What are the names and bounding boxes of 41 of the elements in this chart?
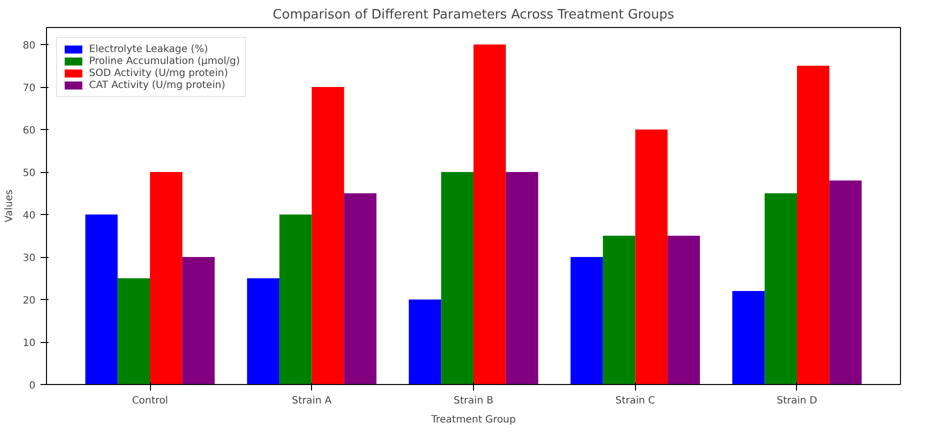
- legend-label: SOD Activity (U/mg protein): [89, 67, 228, 79]
- y-axis-title: Values: [4, 190, 15, 222]
- y-tick-label: 20: [22, 296, 36, 306]
- x-axis-title: Treatment Group: [430, 414, 516, 426]
- x-tick-label: Control: [132, 396, 168, 406]
- bar: [829, 180, 862, 384]
- y-tick-label: 40: [22, 210, 36, 222]
- legend-label: CAT Activity (U/mg protein): [89, 79, 226, 91]
- bar: [279, 214, 312, 384]
- y-tick-label: 50: [22, 168, 36, 179]
- bar: [441, 172, 474, 384]
- bar: [506, 172, 538, 384]
- y-tick-label: 10: [22, 338, 36, 349]
- bar: [732, 291, 765, 384]
- bar: [247, 278, 280, 384]
- legend-label: Electrolyte Leakage (%): [89, 43, 208, 55]
- bar: [344, 193, 376, 384]
- y-tick-label: 0: [29, 380, 36, 392]
- legend-label: Proline Accumulation (μmol/g): [89, 55, 240, 67]
- bar: [182, 257, 215, 384]
- y-tick-label: 60: [22, 126, 36, 136]
- x-tick-label: Strain D: [776, 396, 818, 406]
- bar: [602, 236, 636, 384]
- bar: [668, 236, 700, 384]
- bar: [408, 300, 442, 384]
- y-tick-label: 70: [22, 83, 36, 94]
- y-tick-label: 30: [22, 253, 36, 264]
- y-tick-label: 80: [22, 40, 36, 52]
- bar: [764, 193, 797, 384]
- bar: [474, 44, 506, 384]
- bar: [635, 130, 668, 384]
- chart-title: Comparison of Different Parameters Across Treatment Groups: [272, 8, 674, 22]
- x-tick-label: Strain A: [292, 396, 332, 406]
- bar: [796, 66, 830, 384]
- bar: [118, 278, 150, 384]
- bar: [150, 172, 182, 384]
- x-tick-label: Strain B: [454, 396, 494, 406]
- x-tick-label: Strain C: [615, 396, 656, 406]
- bar: [312, 87, 344, 384]
- bar: [85, 214, 118, 384]
- bar: [570, 257, 603, 384]
